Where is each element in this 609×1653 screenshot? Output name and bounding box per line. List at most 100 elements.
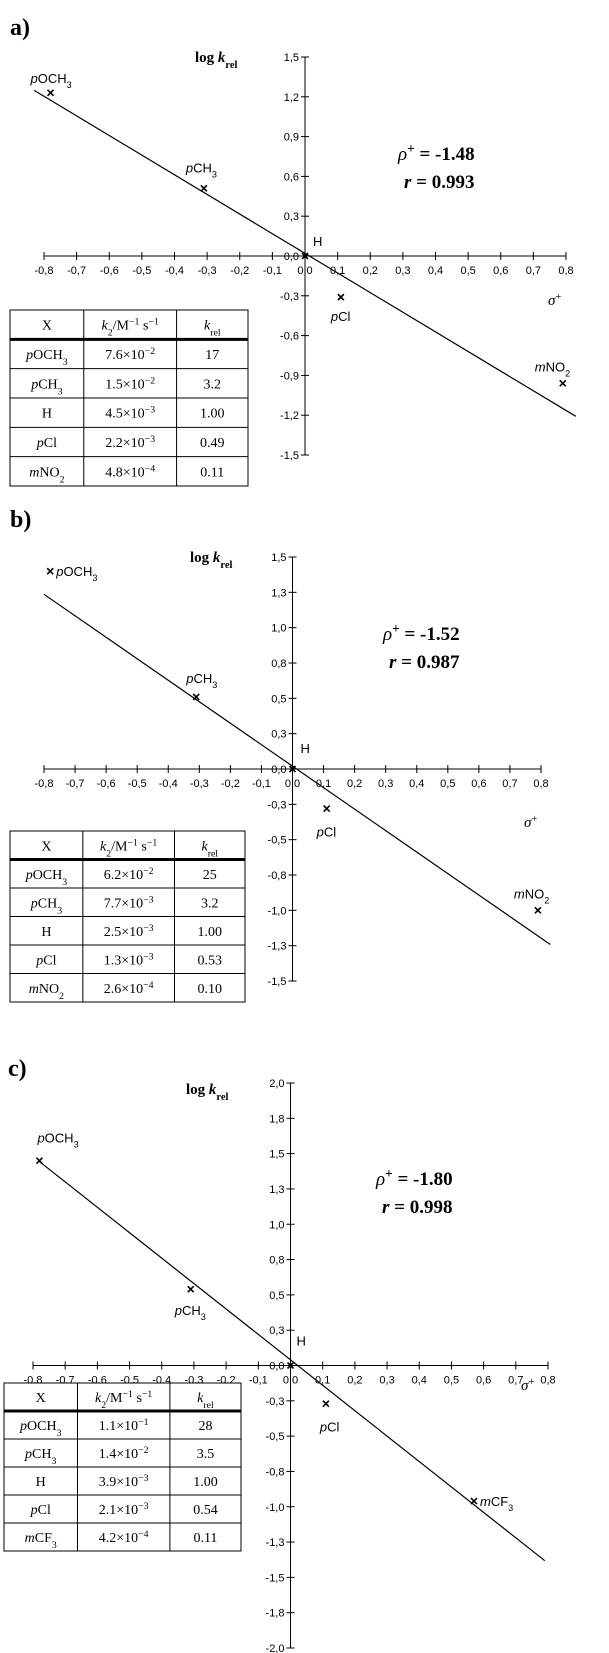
y-tick-label: 0,0 xyxy=(271,764,286,776)
x-tick-label: 0,7 xyxy=(508,1375,523,1387)
x-tick-label: -0,8 xyxy=(35,265,54,277)
y-axis-label: log krel xyxy=(186,1082,229,1103)
x-tick-label: -0,5 xyxy=(128,778,147,790)
data-point xyxy=(46,567,54,575)
y-tick-label: 0,9 xyxy=(284,132,299,144)
point-label: pCl xyxy=(319,1420,340,1435)
y-tick-label: -1,3 xyxy=(266,1537,285,1549)
point-label: H xyxy=(301,741,310,756)
rho-value: ρ+ = -1.48 xyxy=(397,141,475,166)
point-label: pCH3 xyxy=(185,671,217,690)
rho-value: ρ+ = -1.80 xyxy=(375,1166,453,1191)
point-label: H xyxy=(297,1334,306,1349)
y-tick-label: 0,3 xyxy=(284,211,299,223)
table-cell: pCl xyxy=(30,1503,51,1518)
x-tick-label: -0,1 xyxy=(263,265,282,277)
x-tick-label: 0,0 xyxy=(283,1375,298,1387)
x-tick-label: 0,3 xyxy=(379,1375,394,1387)
table-header-cell: k2/M−1 s−1 xyxy=(95,1389,152,1411)
table-header-cell: X xyxy=(36,1391,46,1406)
x-tick-label: 0,6 xyxy=(493,265,508,277)
table-cell: 4.8×10−4 xyxy=(105,463,155,481)
point-label: H xyxy=(313,234,322,249)
x-tick-label: 0,7 xyxy=(526,265,541,277)
x-tick-label: -0,6 xyxy=(100,265,119,277)
data-point xyxy=(559,379,567,387)
table-cell: H xyxy=(42,407,52,422)
table-cell: mNO2 xyxy=(29,465,64,485)
table-cell: pOCH3 xyxy=(25,868,68,888)
data-point xyxy=(323,805,331,813)
point-label: pCH3 xyxy=(174,1303,206,1322)
table-cell: pCH3 xyxy=(24,1447,56,1467)
table-cell: 17 xyxy=(205,348,219,363)
table-cell: pOCH3 xyxy=(25,348,68,368)
x-tick-label: -0,3 xyxy=(190,778,209,790)
y-tick-label: 0,0 xyxy=(284,251,299,263)
y-tick-label: 1,2 xyxy=(284,92,299,104)
x-axis-label: σ+ xyxy=(521,1377,534,1395)
point-label: mNO2 xyxy=(535,359,570,378)
panel-label: b) xyxy=(10,507,31,533)
point-label: mCF3 xyxy=(480,1494,513,1513)
data-point xyxy=(200,184,208,192)
y-tick-label: 0,3 xyxy=(269,1325,284,1337)
table-cell: pCl xyxy=(35,953,56,968)
y-tick-label: -0,8 xyxy=(268,870,287,882)
x-tick-label: -0,6 xyxy=(97,778,116,790)
table-cell: 7.6×10−2 xyxy=(105,346,155,364)
data-point xyxy=(288,765,297,773)
y-tick-label: -0,3 xyxy=(266,1396,285,1408)
point-label: pOCH3 xyxy=(30,71,72,90)
y-tick-label: 1,0 xyxy=(269,1219,284,1231)
x-tick-label: 0,8 xyxy=(540,1375,555,1387)
table-cell: 2.5×10−3 xyxy=(104,922,154,940)
y-tick-label: 1,0 xyxy=(271,623,286,635)
y-tick-label: 0,8 xyxy=(269,1255,284,1267)
table-header-cell: krel xyxy=(197,1391,214,1411)
y-tick-label: 0,8 xyxy=(271,658,286,670)
x-tick-label: 0,3 xyxy=(378,778,393,790)
x-tick-label: 0,4 xyxy=(428,265,443,277)
x-tick-label: -0,4 xyxy=(165,265,184,277)
point-label: pOCH3 xyxy=(36,1131,78,1150)
x-tick-label: -0,2 xyxy=(230,265,249,277)
table-cell: 7.7×10−3 xyxy=(104,894,154,912)
y-tick-label: -0,3 xyxy=(268,799,287,811)
table-cell: pOCH3 xyxy=(19,1419,62,1439)
x-tick-label: -0,1 xyxy=(249,1375,268,1387)
regression-line xyxy=(43,593,551,945)
data-point xyxy=(337,293,345,301)
y-tick-label: -0,5 xyxy=(268,835,287,847)
data-point xyxy=(322,1400,330,1408)
x-tick-label: 0,5 xyxy=(460,265,475,277)
y-tick-label: -0,5 xyxy=(266,1431,285,1443)
table-cell: 1.00 xyxy=(200,407,225,422)
chart-panel-b: b)-0,8 -0,7 -0,6 -0,5 -0,4 -0,3 -0,2 -0,1 0,0 0,1… xyxy=(9,507,551,1003)
x-tick-label: 0,3 xyxy=(395,265,410,277)
table-cell: pCH3 xyxy=(30,896,62,916)
x-tick-label: -0,7 xyxy=(66,778,85,790)
x-tick-label: 0,2 xyxy=(347,1375,362,1387)
table-cell: 6.2×10−2 xyxy=(104,865,154,883)
y-tick-label: -1,5 xyxy=(266,1572,285,1584)
x-tick-label: 0,6 xyxy=(471,778,486,790)
r-value: r = 0.987 xyxy=(389,652,460,673)
table-cell: 0.53 xyxy=(198,953,223,968)
table-header-cell: X xyxy=(42,319,52,334)
y-tick-label: 1,8 xyxy=(269,1113,284,1125)
table-cell: 1.1×10−1 xyxy=(99,1417,149,1435)
table-cell: 1.00 xyxy=(193,1475,218,1490)
point-label: mNO2 xyxy=(514,886,549,905)
data-point xyxy=(470,1497,478,1505)
table-header-cell: krel xyxy=(201,839,218,859)
table-cell: 1.4×10−2 xyxy=(99,1445,149,1463)
y-axis-label: log krel xyxy=(190,550,233,571)
x-tick-label: 0,6 xyxy=(476,1375,491,1387)
rho-value: ρ+ = -1.52 xyxy=(382,621,460,646)
y-tick-label: 0,5 xyxy=(269,1290,284,1302)
y-tick-label: 2,0 xyxy=(269,1078,284,1090)
x-tick-label: 0,5 xyxy=(440,778,455,790)
